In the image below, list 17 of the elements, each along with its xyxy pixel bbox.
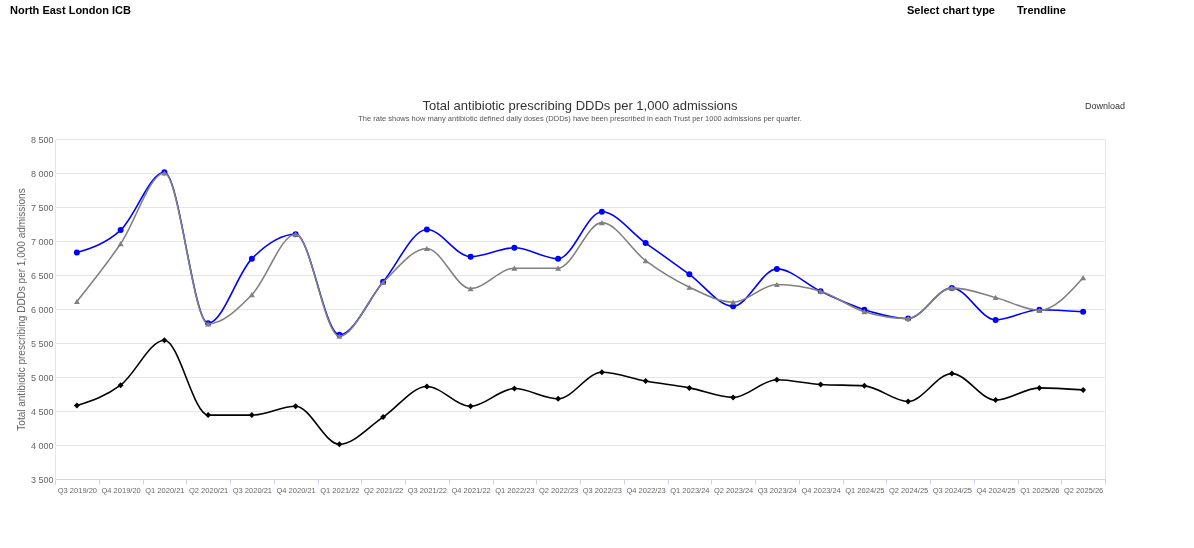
text: Select chart type (906, 4, 995, 16)
y-tick-label: 8 500 (30, 134, 54, 145)
y-tick-label: 5 500 (30, 338, 54, 349)
y-tick-label: 4 000 (30, 440, 54, 451)
text: Download (1084, 101, 1125, 111)
y-axis-title: Total antibiotic prescribing DDDs per 1,000 admissions (15, 188, 27, 431)
y-tick-label: 6 500 (30, 270, 54, 281)
y-tick-label: 4 500 (30, 406, 54, 417)
y-tick-label: 6 000 (30, 304, 54, 315)
chart-title: Total antibiotic prescribing DDDs per 1,000 admissions (422, 98, 739, 113)
text: North East London ICB (10, 4, 132, 16)
y-tick-label: 7 500 (30, 202, 54, 213)
y-tick-label: 5 000 (30, 372, 54, 383)
y-tick-label: 8 000 (30, 168, 54, 179)
y-tick-label: 7 000 (30, 236, 54, 247)
y-tick-label: 3 500 (30, 474, 54, 485)
text: Trendline (1017, 4, 1066, 16)
